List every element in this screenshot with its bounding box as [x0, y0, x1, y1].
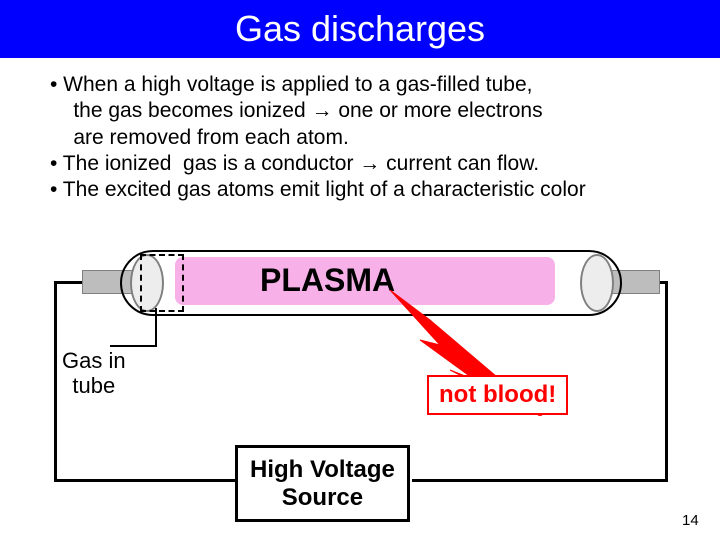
wire-bottom-left	[54, 479, 238, 482]
high-voltage-source: High Voltage Source	[235, 445, 410, 522]
gas-pointer-h	[110, 345, 157, 347]
gas-in-tube-label: Gas in tube	[62, 348, 126, 399]
bullet-3: • The excited gas atoms emit light of a …	[50, 177, 670, 203]
wire-right-down	[665, 281, 668, 481]
hv-line-2: Source	[250, 484, 395, 512]
right-electrode-cap	[580, 254, 614, 312]
hv-line-1: High Voltage	[250, 456, 395, 484]
gas-pointer-v	[155, 308, 157, 346]
bullet-1-line-1: • When a high voltage is applied to a ga…	[50, 72, 670, 98]
gas-region-marker	[140, 254, 184, 312]
wire-left-down	[54, 281, 57, 481]
bullet-list: • When a high voltage is applied to a ga…	[50, 72, 670, 203]
title-bar: Gas discharges	[0, 0, 720, 58]
not-blood-callout: not blood!	[427, 375, 568, 415]
bullet-1-line-3: are removed from each atom.	[50, 125, 670, 151]
slide-title: Gas discharges	[235, 8, 485, 50]
bullet-2: • The ionized gas is a conductor → curre…	[50, 151, 670, 177]
page-number: 14	[682, 512, 699, 529]
bullet-1-line-2: the gas becomes ionized → one or more el…	[50, 98, 670, 124]
gas-label-line-1: Gas in	[62, 348, 126, 373]
wire-left-to-electrode	[54, 281, 84, 284]
gas-label-line-2: tube	[62, 373, 126, 398]
plasma-label: PLASMA	[260, 262, 395, 299]
wire-bottom-right	[412, 479, 668, 482]
